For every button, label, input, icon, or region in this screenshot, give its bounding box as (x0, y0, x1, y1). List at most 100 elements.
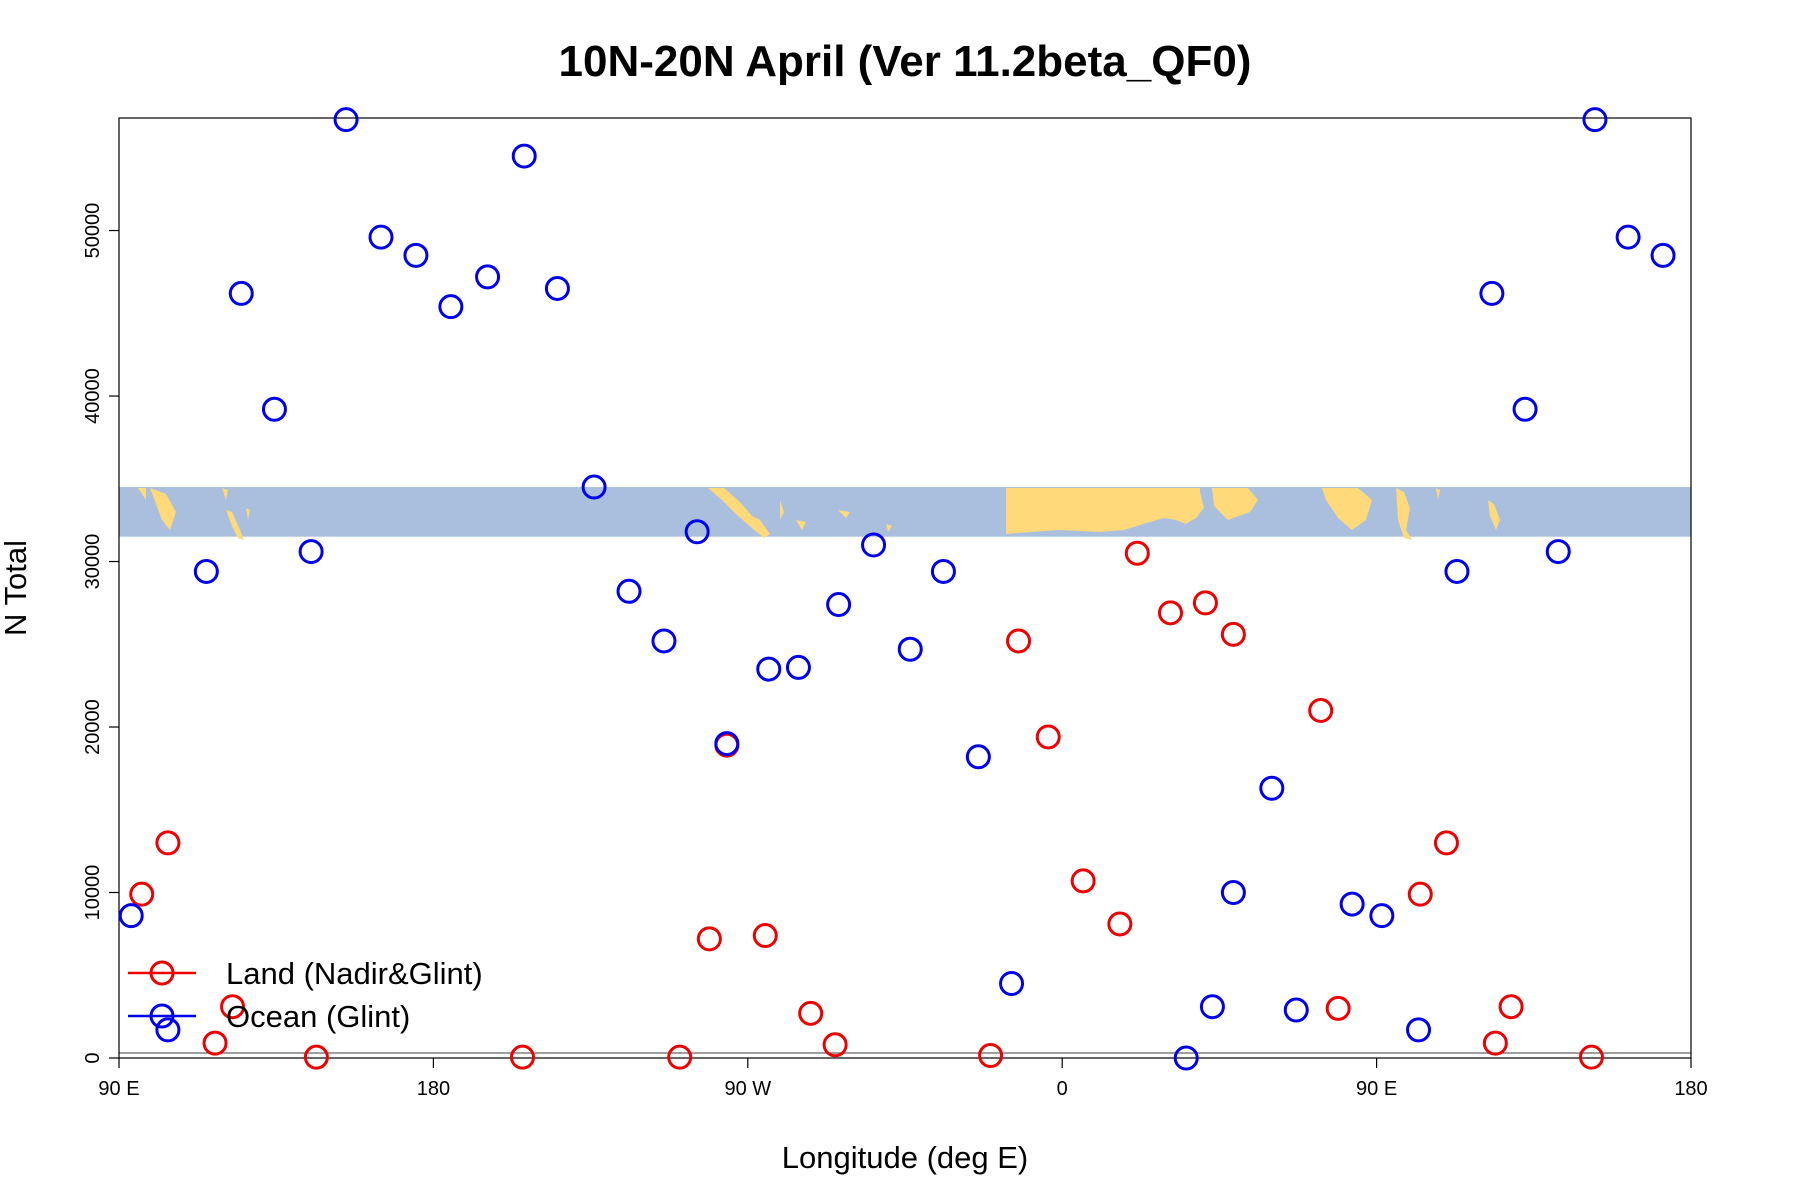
legend-item-ocean: Ocean (Glint) (128, 999, 410, 1034)
ocean-point (1479, 280, 1505, 306)
ocean-point (1259, 775, 1285, 801)
ocean-point (155, 1017, 181, 1043)
ocean-point (368, 224, 394, 250)
ocean-point (826, 592, 852, 618)
x-tick-label: 0 (1057, 1078, 1068, 1100)
land-point (155, 830, 181, 856)
ocean-point (1406, 1017, 1432, 1043)
land-point (1035, 724, 1061, 750)
land-point (1124, 540, 1150, 566)
ocean-point (1545, 539, 1571, 565)
land-point (129, 881, 155, 907)
land-point (202, 1030, 228, 1056)
data-points (118, 107, 1676, 1071)
ocean-point (298, 539, 324, 565)
y-tick-label: 30000 (82, 534, 104, 590)
land-point (1578, 1044, 1604, 1070)
plot-frame (118, 117, 1692, 1059)
x-tick-label: 180 (417, 1078, 450, 1100)
land-point (752, 923, 778, 949)
ocean-point (403, 242, 429, 268)
y-tick-label: 0 (82, 1052, 104, 1063)
series-land (129, 540, 1604, 1070)
x-tick-label: 90 E (98, 1078, 139, 1100)
ocean-point (475, 264, 501, 290)
x-tick-label: 180 (1674, 1078, 1707, 1100)
ocean-point (193, 558, 219, 584)
y-axis-label: N Total (0, 540, 33, 636)
land-point (798, 1000, 824, 1026)
ocean-point (1444, 558, 1470, 584)
land-point (978, 1043, 1004, 1069)
land-point (1433, 830, 1459, 856)
land-point (1107, 911, 1133, 937)
ocean-point (897, 636, 923, 662)
ocean-point (438, 294, 464, 320)
land-point (696, 926, 722, 952)
ocean-point (756, 656, 782, 682)
ocean-point (261, 396, 287, 422)
land-point (1308, 697, 1334, 723)
land-point (1192, 590, 1218, 616)
land-point (667, 1044, 693, 1070)
land-point (303, 1044, 329, 1070)
x-axis-label: Longitude (deg E) (782, 1140, 1028, 1175)
ocean-point (714, 731, 740, 757)
ocean-point (1615, 224, 1641, 250)
ocean-point (1173, 1045, 1199, 1071)
land-point (1070, 868, 1096, 894)
legend-label-land: Land (Nadir&Glint) (226, 956, 483, 991)
ocean-point (684, 519, 710, 545)
ocean-point (228, 280, 254, 306)
land-point (822, 1032, 848, 1058)
land-point (1407, 881, 1433, 907)
map-band-ocean (119, 487, 1691, 537)
ocean-point (861, 532, 887, 558)
x-axis: 90 E 180 90 W 0 90 E 180 (98, 1058, 1708, 1100)
land-point (1157, 600, 1183, 626)
ocean-point (1283, 997, 1309, 1023)
ocean-point (1512, 396, 1538, 422)
land-point (1006, 628, 1032, 654)
chart-title: 10N-20N April (Ver 11.2beta_QF0) (559, 37, 1252, 86)
land-point (1325, 995, 1351, 1021)
ocean-point (965, 744, 991, 770)
land-point (509, 1044, 535, 1070)
y-tick-label: 20000 (82, 699, 104, 755)
ocean-point (1650, 242, 1676, 268)
ocean-point (1582, 107, 1608, 133)
legend: Land (Nadir&Glint) Ocean (Glint) (128, 956, 483, 1034)
world-map-band (119, 487, 1691, 540)
ocean-point (1220, 880, 1246, 906)
ocean-point (651, 628, 677, 654)
x-tick-label: 90 E (1356, 1078, 1397, 1100)
ocean-point (930, 558, 956, 584)
y-tick-label: 10000 (82, 865, 104, 921)
ocean-point (616, 578, 642, 604)
ocean-point (1199, 994, 1225, 1020)
legend-label-ocean: Ocean (Glint) (226, 999, 410, 1034)
y-axis: 0 10000 20000 30000 40000 50000 (82, 203, 119, 1064)
y-tick-label: 50000 (82, 203, 104, 259)
land-point (1220, 621, 1246, 647)
ocean-point (333, 107, 359, 133)
legend-marker-ocean (149, 1003, 175, 1029)
series-ocean (118, 107, 1676, 1071)
ocean-point (785, 654, 811, 680)
y-tick-label: 40000 (82, 368, 104, 424)
ocean-point (544, 275, 570, 301)
ocean-point (581, 474, 607, 500)
x-tick-label: 90 W (724, 1078, 771, 1100)
legend-marker-land (149, 960, 175, 986)
ocean-point (118, 903, 144, 929)
land-point (1482, 1030, 1508, 1056)
legend-item-land: Land (Nadir&Glint) (128, 956, 483, 991)
map-band-land (138, 488, 1500, 540)
ocean-point (999, 971, 1025, 997)
ocean-point (511, 143, 537, 169)
land-point (1498, 994, 1524, 1020)
ocean-point (1369, 903, 1395, 929)
land-point (220, 994, 246, 1020)
ocean-point (1339, 891, 1365, 917)
